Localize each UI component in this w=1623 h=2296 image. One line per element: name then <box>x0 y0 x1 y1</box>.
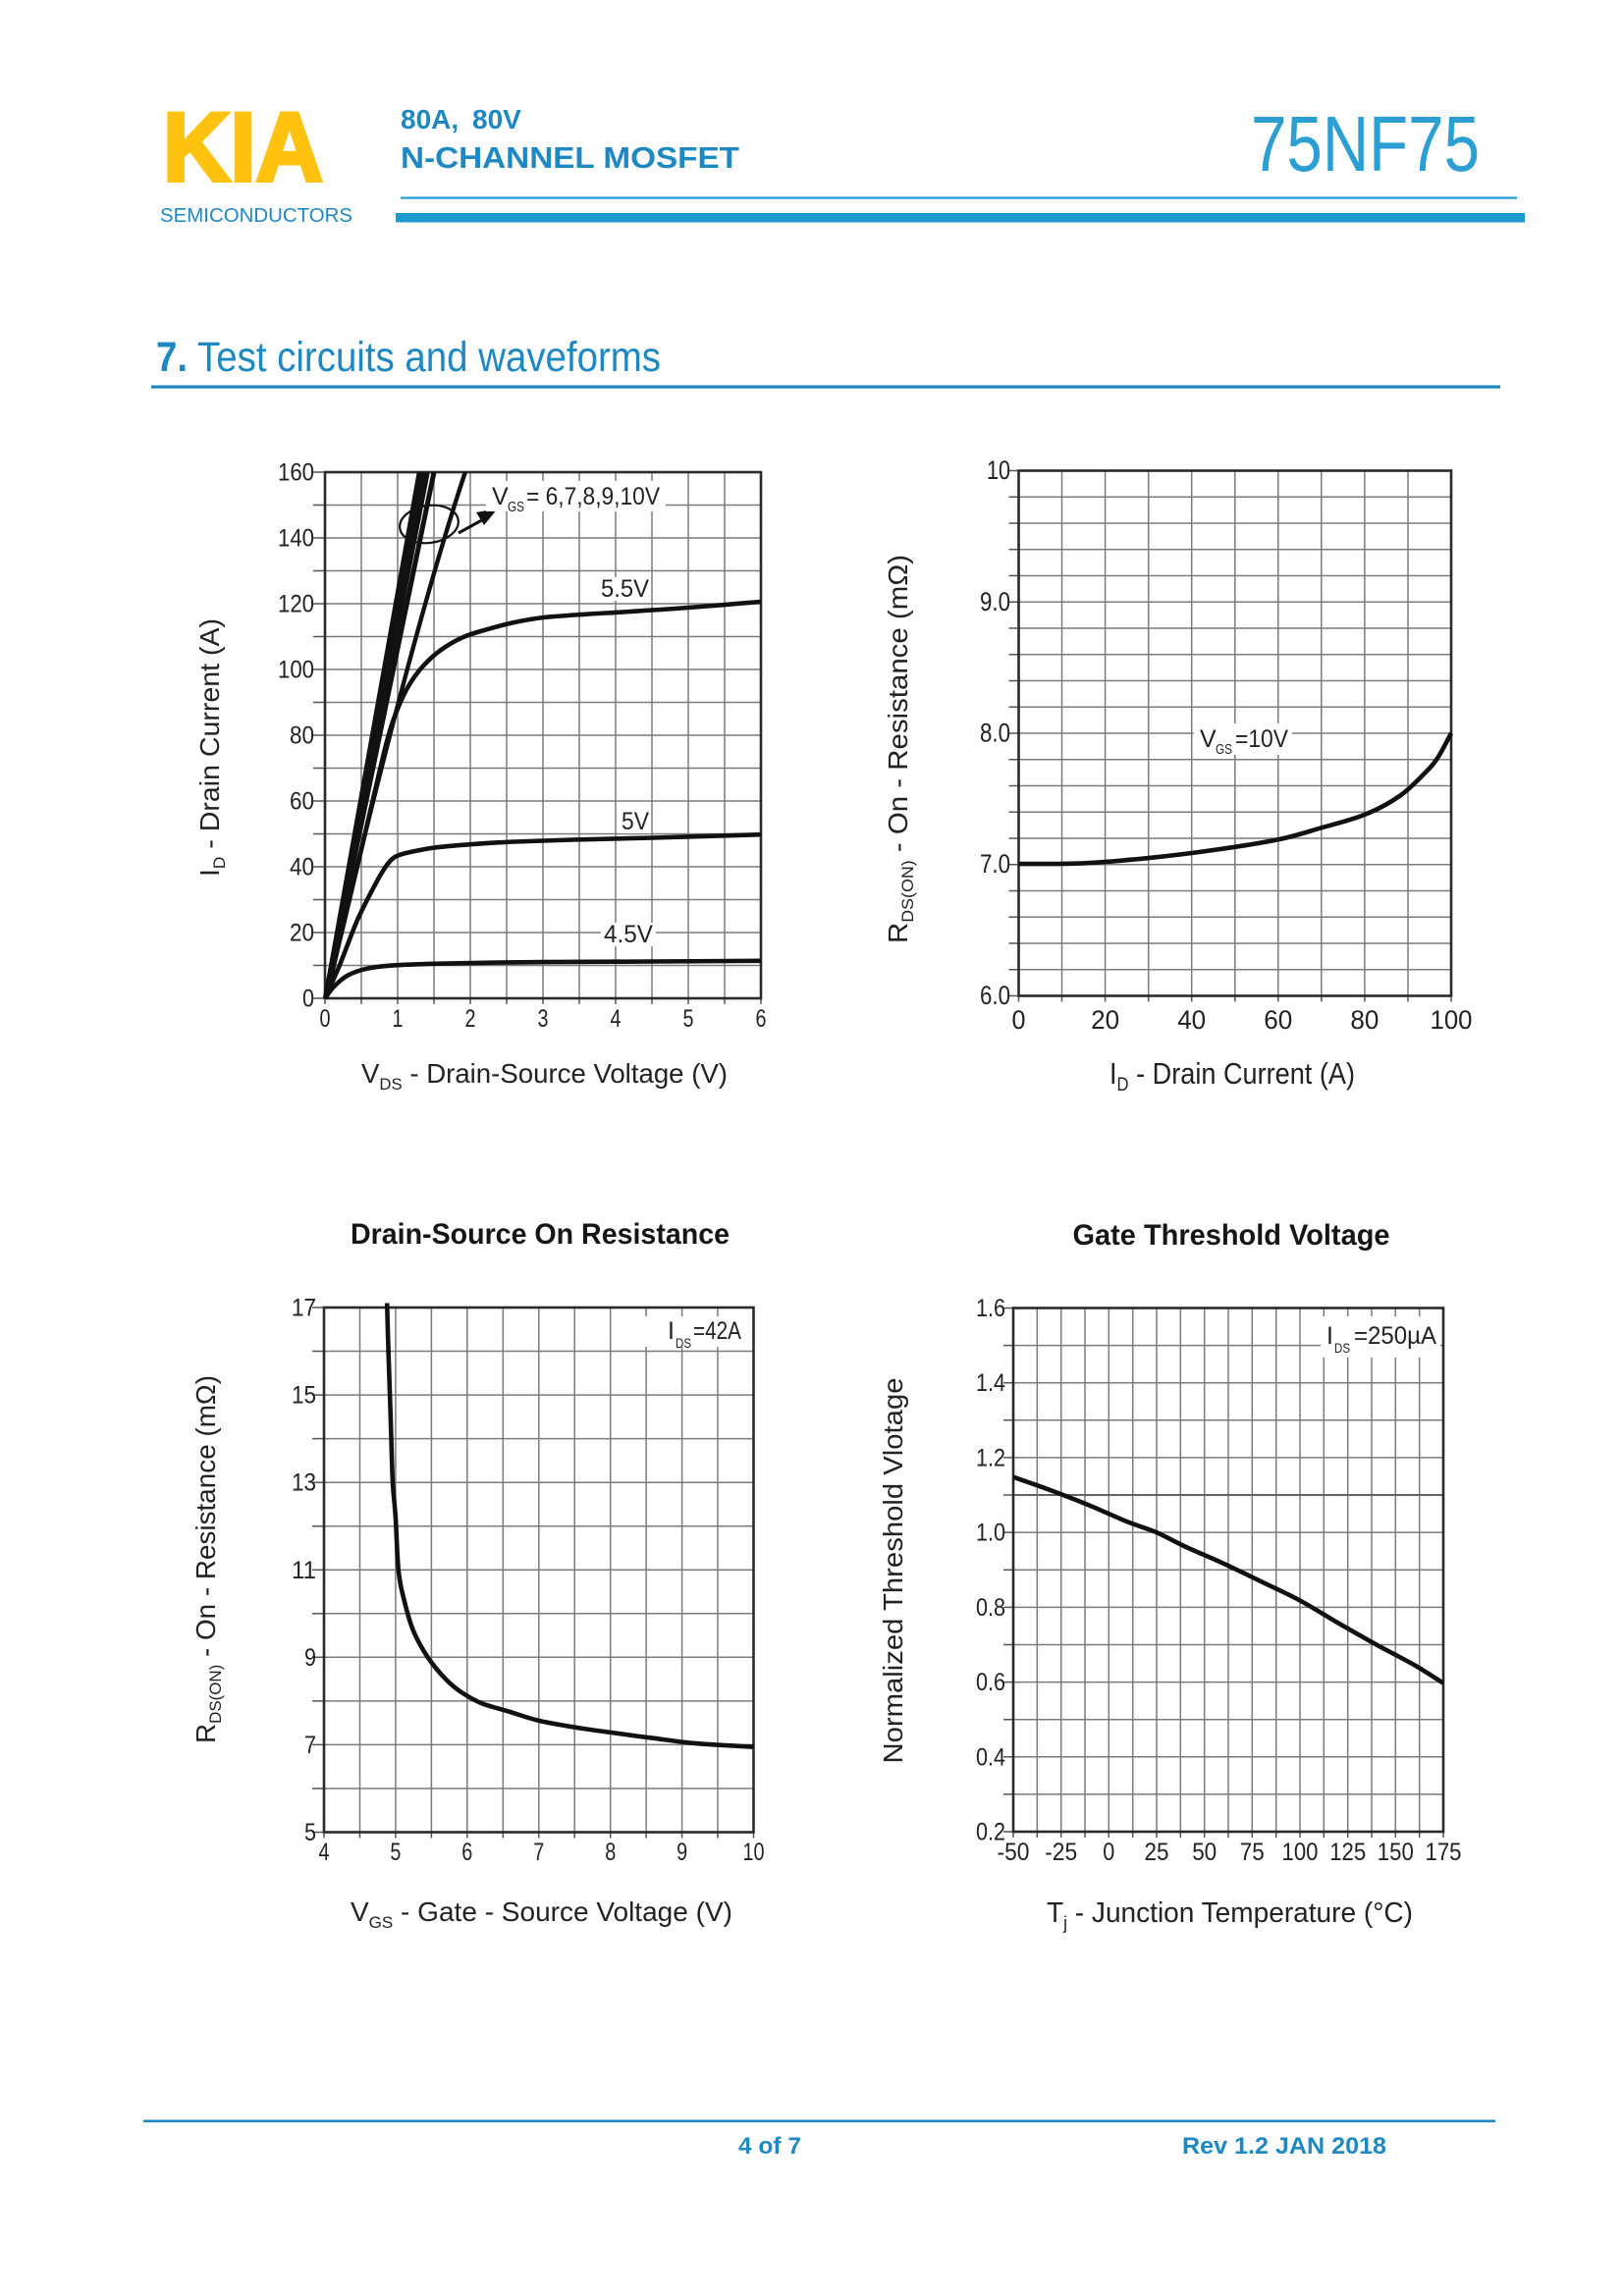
svg-text:0: 0 <box>1103 1839 1114 1866</box>
svg-text:9.0: 9.0 <box>980 587 1010 616</box>
svg-text:0.6: 0.6 <box>976 1669 1005 1696</box>
svg-text:15: 15 <box>292 1382 316 1410</box>
svg-text:KIA: KIA <box>163 92 323 201</box>
svg-text:13: 13 <box>292 1469 316 1497</box>
svg-text:=42A: =42A <box>693 1317 741 1345</box>
svg-text:20: 20 <box>1091 1005 1119 1035</box>
svg-text:60: 60 <box>1264 1005 1292 1035</box>
svg-text:175: 175 <box>1426 1839 1462 1866</box>
svg-text:3: 3 <box>538 1005 549 1033</box>
svg-text:7: 7 <box>533 1839 544 1866</box>
svg-text:6.0: 6.0 <box>980 981 1010 1010</box>
svg-text:7. Test circuits and waveforms: 7. Test circuits and waveforms <box>156 334 661 381</box>
svg-text:1.2: 1.2 <box>976 1444 1005 1471</box>
svg-text:60: 60 <box>290 788 314 816</box>
svg-text:120: 120 <box>278 591 314 618</box>
svg-text:V: V <box>492 483 509 510</box>
svg-text:=250µA: =250µA <box>1354 1322 1436 1350</box>
svg-text:2: 2 <box>465 1005 476 1033</box>
svg-text:75NF75: 75NF75 <box>1251 100 1480 187</box>
svg-text:1.6: 1.6 <box>976 1295 1005 1322</box>
svg-text:8.0: 8.0 <box>980 719 1010 748</box>
svg-text:SEMICONDUCTORS: SEMICONDUCTORS <box>160 205 352 227</box>
svg-text:=10V: =10V <box>1235 725 1288 753</box>
svg-text:RDS(ON) - On - Resistance (mΩ): RDS(ON) - On - Resistance (mΩ) <box>190 1375 225 1743</box>
svg-text:4: 4 <box>611 1005 622 1033</box>
svg-text:DS: DS <box>676 1335 691 1351</box>
svg-text:100: 100 <box>278 657 314 684</box>
svg-text:11: 11 <box>292 1557 316 1584</box>
svg-text:0: 0 <box>320 1005 331 1033</box>
svg-text:Gate Threshold Voltage: Gate Threshold Voltage <box>1073 1219 1390 1252</box>
svg-text:4.5V: 4.5V <box>604 921 653 948</box>
svg-text:5: 5 <box>304 1819 316 1846</box>
svg-text:7.0: 7.0 <box>980 849 1010 879</box>
svg-text:0.2: 0.2 <box>976 1819 1005 1846</box>
svg-text:80: 80 <box>1350 1005 1379 1035</box>
svg-text:7: 7 <box>304 1732 316 1759</box>
svg-text:1: 1 <box>393 1005 404 1033</box>
svg-text:0: 0 <box>302 986 314 1013</box>
svg-text:Rev 1.2 JAN 2018: Rev 1.2 JAN 2018 <box>1182 2133 1386 2160</box>
svg-text:160: 160 <box>278 459 314 487</box>
svg-text:GS: GS <box>508 499 524 515</box>
svg-text:RDS(ON) - On - Resistance (mΩ): RDS(ON) - On - Resistance (mΩ) <box>883 555 917 943</box>
svg-text:Drain-Source On Resistance: Drain-Source On Resistance <box>351 1218 730 1251</box>
svg-text:1.0: 1.0 <box>976 1520 1005 1547</box>
svg-text:40: 40 <box>290 854 314 881</box>
svg-text:9: 9 <box>676 1839 687 1866</box>
svg-text:140: 140 <box>278 525 314 553</box>
svg-text:20: 20 <box>290 920 314 947</box>
svg-text:125: 125 <box>1329 1839 1366 1866</box>
svg-text:50: 50 <box>1192 1839 1217 1866</box>
svg-text:VGS - Gate - Source Voltage (V: VGS - Gate - Source Voltage (V) <box>351 1896 732 1932</box>
svg-text:6: 6 <box>461 1839 472 1866</box>
svg-text:0.4: 0.4 <box>976 1743 1005 1771</box>
svg-text:V: V <box>1200 725 1217 753</box>
svg-text:6: 6 <box>756 1005 767 1033</box>
svg-text:9: 9 <box>304 1644 316 1672</box>
svg-text:150: 150 <box>1378 1839 1414 1866</box>
svg-text:Normalized Threshold Vlotage: Normalized Threshold Vlotage <box>878 1378 908 1764</box>
svg-text:5: 5 <box>390 1839 401 1866</box>
svg-text:5: 5 <box>683 1005 694 1033</box>
svg-text:0: 0 <box>1012 1005 1026 1035</box>
svg-text:100: 100 <box>1431 1005 1473 1035</box>
svg-text:8: 8 <box>605 1839 616 1866</box>
svg-text:10: 10 <box>987 455 1010 485</box>
svg-text:ID - Drain Current (A): ID - Drain Current (A) <box>1109 1056 1355 1095</box>
svg-text:80A,: 80A, <box>401 104 459 134</box>
svg-text:-25: -25 <box>1045 1839 1077 1866</box>
svg-text:4: 4 <box>319 1839 330 1866</box>
svg-text:5.5V: 5.5V <box>601 575 649 603</box>
svg-text:5V: 5V <box>622 808 649 835</box>
svg-text:10: 10 <box>743 1839 765 1866</box>
svg-text:= 6,7,8,9,10V: = 6,7,8,9,10V <box>526 483 660 510</box>
svg-text:0.8: 0.8 <box>976 1594 1005 1622</box>
svg-text:-50: -50 <box>998 1839 1030 1866</box>
svg-text:I: I <box>1326 1322 1333 1350</box>
svg-text:4 of 7: 4 of 7 <box>738 2133 801 2160</box>
svg-text:80: 80 <box>290 722 314 750</box>
svg-text:17: 17 <box>292 1295 316 1322</box>
svg-text:25: 25 <box>1145 1839 1169 1866</box>
svg-text:75: 75 <box>1240 1839 1265 1866</box>
svg-text:N-CHANNEL MOSFET: N-CHANNEL MOSFET <box>401 140 739 175</box>
svg-text:ID - Drain Current (A): ID - Drain Current (A) <box>194 618 229 877</box>
svg-text:I: I <box>668 1317 675 1345</box>
svg-text:80V: 80V <box>472 104 521 134</box>
svg-text:VDS - Drain-Source Voltage (V): VDS - Drain-Source Voltage (V) <box>361 1058 728 1094</box>
svg-text:GS: GS <box>1216 741 1232 758</box>
svg-text:40: 40 <box>1177 1005 1206 1035</box>
svg-text:1.4: 1.4 <box>976 1369 1005 1397</box>
svg-text:DS: DS <box>1334 1340 1350 1356</box>
svg-text:100: 100 <box>1282 1839 1319 1866</box>
svg-text:Tj - Junction Temperature (°C): Tj - Junction Temperature (°C) <box>1047 1897 1413 1933</box>
